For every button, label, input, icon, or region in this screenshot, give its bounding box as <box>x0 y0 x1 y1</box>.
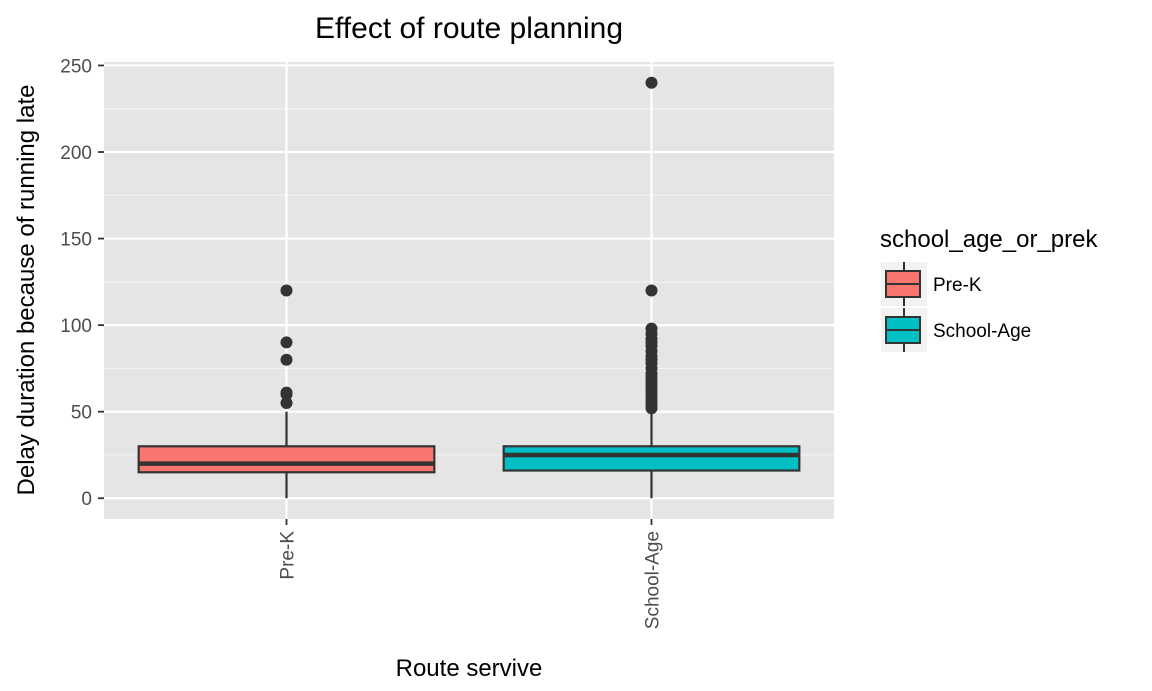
legend-keys: Pre-K School-Age <box>881 262 1031 352</box>
outlier-point <box>280 284 293 297</box>
box-iqr <box>502 445 801 472</box>
y-axis-title: Delay duration because of running late <box>13 85 40 496</box>
y-axis: 0 50 100 150 200 250 <box>60 56 104 510</box>
legend: school_age_or_prek Pre-K School-Age <box>880 226 1098 352</box>
y-tick-label: 200 <box>60 143 92 164</box>
x-axis-title: Route servive <box>396 655 543 682</box>
y-tick-label: 250 <box>60 56 92 77</box>
y-tick-label: 150 <box>60 230 92 251</box>
y-tick-label: 50 <box>71 403 92 424</box>
y-tick-label: 0 <box>81 489 92 510</box>
plot-panel <box>104 62 834 519</box>
y-tick-label: 100 <box>60 316 92 337</box>
grid-lines <box>104 62 834 519</box>
outlier-point <box>645 284 658 297</box>
legend-label: Pre-K <box>933 275 982 296</box>
legend-label: School-Age <box>933 321 1031 342</box>
outlier-point <box>645 322 658 335</box>
box-pre-k <box>137 284 436 499</box>
box-iqr <box>137 445 436 474</box>
x-axis: Pre-K School-Age <box>278 519 664 629</box>
outlier-point <box>280 397 293 410</box>
chart-title: Effect of route planning <box>315 12 623 45</box>
legend-item-school-age: School-Age <box>881 308 1031 352</box>
x-tick-label: School-Age <box>643 531 664 629</box>
box-school-age <box>502 76 801 499</box>
x-tick-label: Pre-K <box>278 531 299 580</box>
legend-item-pre-k: Pre-K <box>881 262 982 306</box>
boxes <box>137 76 801 499</box>
legend-title: school_age_or_prek <box>880 226 1098 253</box>
outlier-point <box>280 353 293 366</box>
outlier-point <box>645 76 658 89</box>
outlier-point <box>280 336 293 349</box>
outlier-point <box>280 386 293 399</box>
panel-background <box>104 62 834 519</box>
